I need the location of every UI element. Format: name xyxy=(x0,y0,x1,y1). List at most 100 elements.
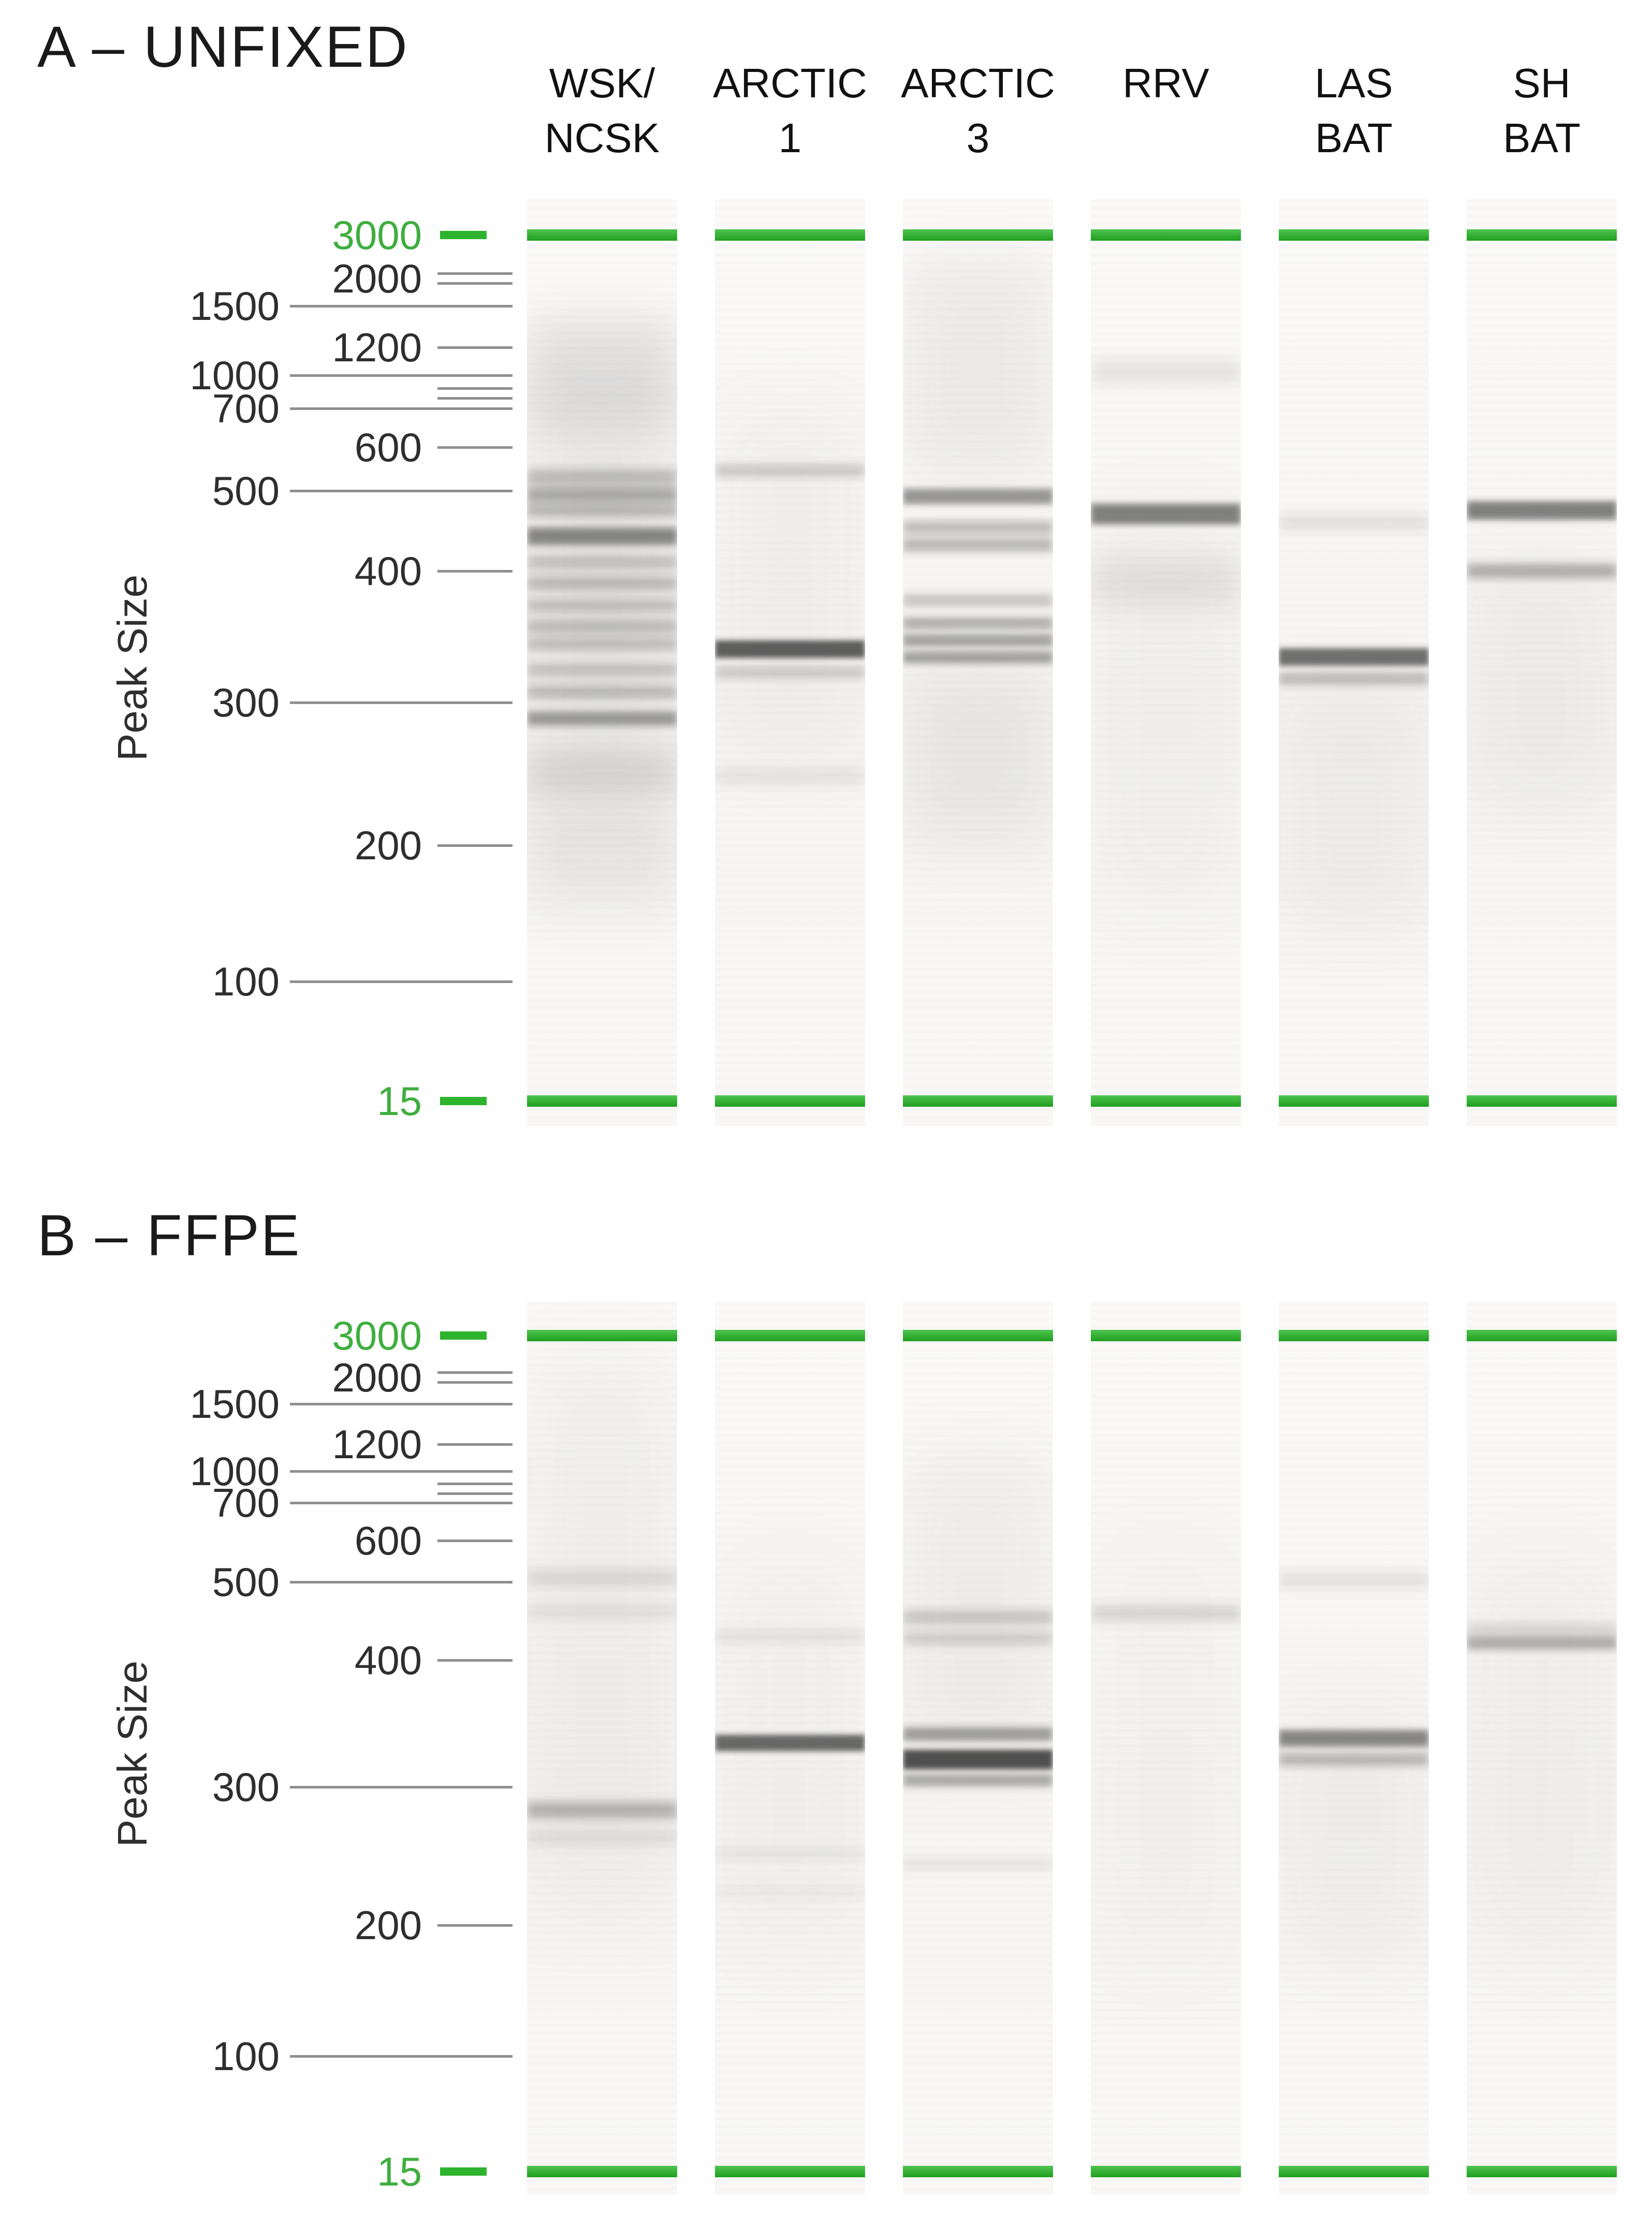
ladder-tick-label: 700 xyxy=(212,385,280,431)
lane-label-line: ARCTIC xyxy=(713,60,867,106)
gel-band xyxy=(527,711,677,726)
marker-band-bottom xyxy=(715,2166,865,2177)
lane-label-line: SH xyxy=(1513,60,1571,106)
gel-band xyxy=(903,1610,1053,1624)
ladder-tick-label: 200 xyxy=(354,823,422,869)
gel-band xyxy=(715,464,865,477)
gel-smear xyxy=(903,256,1053,474)
ladder-tick-label: 1200 xyxy=(332,1421,422,1467)
marker-band-bottom xyxy=(1467,2166,1617,2177)
gel-band xyxy=(527,527,677,546)
gel-band xyxy=(1467,1624,1617,1636)
ladder-tick-label: 3000 xyxy=(332,212,422,258)
gel-band xyxy=(1279,1753,1429,1766)
lane-label-line: BAT xyxy=(1315,114,1393,161)
gel-smear xyxy=(1091,1521,1241,1987)
lane-strip xyxy=(1279,1302,1429,2195)
gel-band xyxy=(527,576,677,590)
gel-smear xyxy=(527,365,677,832)
ladder-tick-label: 1200 xyxy=(332,325,422,371)
ladder-tick-line xyxy=(290,407,513,410)
gel-band xyxy=(903,1727,1053,1741)
ladder-tick-label: 400 xyxy=(354,548,422,594)
marker-band-top xyxy=(903,229,1053,241)
gel-band xyxy=(903,594,1053,607)
marker-band-top xyxy=(1467,229,1617,241)
gel-band xyxy=(527,599,677,612)
lane-strip xyxy=(1467,199,1617,1126)
ladder-tick-label: 15 xyxy=(377,2149,422,2194)
ladder-tick-line xyxy=(437,282,513,285)
lane-label: WSK/NCSK xyxy=(509,56,695,165)
gel-band xyxy=(715,640,865,658)
ladder-tick-line xyxy=(437,397,513,400)
gel-band xyxy=(527,1802,677,1819)
ladder-tick-label: 1000 xyxy=(189,1448,280,1494)
ladder-tick-line xyxy=(437,1924,513,1927)
lane-label-line: WSK/ xyxy=(549,60,655,106)
ladder-tick-line xyxy=(437,1371,513,1374)
gel-band xyxy=(527,663,677,676)
gel-band xyxy=(1279,1572,1429,1587)
marker-band-top xyxy=(1091,1330,1241,1341)
ladder-tick-line xyxy=(437,1443,513,1446)
lane-strip xyxy=(903,1302,1053,2195)
panel-b-title: B – FFPE xyxy=(37,1203,301,1268)
gel-smear xyxy=(903,1447,1053,1758)
lane-strip xyxy=(715,199,865,1126)
gel-band xyxy=(1091,503,1241,524)
marker-band-top xyxy=(1091,229,1241,241)
marker-band-bottom xyxy=(1467,1095,1617,1107)
ladder-tick-label: 600 xyxy=(354,424,422,470)
gel-band xyxy=(903,651,1053,664)
marker-band-top xyxy=(527,1330,677,1341)
gel-band xyxy=(903,1632,1053,1645)
lane-label-line: 3 xyxy=(966,114,990,161)
ladder-tick-line xyxy=(437,446,513,449)
marker-band-top xyxy=(1279,1330,1429,1341)
gel-band xyxy=(903,634,1053,647)
gel-band xyxy=(1467,564,1617,579)
gel-smear xyxy=(1091,558,1241,605)
lane-strip xyxy=(527,199,677,1126)
gel-band xyxy=(527,686,677,699)
lane-strip xyxy=(903,199,1053,1126)
lane-label-line: LAS xyxy=(1314,60,1393,106)
ladder-tick-label: 3000 xyxy=(332,1313,422,1358)
lane-label: LAS BAT xyxy=(1261,56,1447,165)
marker-band-bottom xyxy=(1091,2166,1241,2177)
ladder-tick-line xyxy=(290,1470,513,1473)
gel-band xyxy=(527,487,677,502)
gel-smear xyxy=(527,316,677,431)
ladder-tick-line xyxy=(290,374,513,377)
gel-band xyxy=(903,1858,1053,1869)
ladder-tick-label: 300 xyxy=(212,1764,280,1810)
marker-band-bottom xyxy=(715,1095,865,1107)
gel-smear xyxy=(1467,1546,1617,1961)
gel-smear xyxy=(715,1547,865,1961)
ladder-marker-dash xyxy=(440,231,487,239)
ladder-tick-label: 100 xyxy=(212,2033,280,2079)
ladder-tick-label: 2000 xyxy=(332,255,422,301)
ladder-marker-dash xyxy=(440,1331,487,1340)
marker-band-top xyxy=(1467,1330,1617,1341)
ladder-tick-line xyxy=(437,1381,513,1384)
marker-band-top xyxy=(527,229,677,241)
lane-label-line: ARCTIC xyxy=(901,60,1055,106)
ladder-tick-line xyxy=(437,387,513,390)
ladder-tick-line xyxy=(290,305,513,308)
ladder-tick-label: 1500 xyxy=(189,283,280,329)
gel-band xyxy=(527,1831,677,1843)
gel-band xyxy=(1279,672,1429,685)
gel-smear xyxy=(527,1343,677,1913)
ladder-tick-line xyxy=(290,1581,513,1584)
marker-band-bottom xyxy=(1279,1095,1429,1107)
lane-label: RRV xyxy=(1073,56,1259,111)
gel-band xyxy=(903,1774,1053,1787)
gel-band xyxy=(715,666,865,678)
gel-smear xyxy=(1279,677,1429,936)
ladder-tick-line xyxy=(290,1786,513,1789)
lane-label-line: NCSK xyxy=(544,114,660,161)
gel-band xyxy=(903,617,1053,629)
